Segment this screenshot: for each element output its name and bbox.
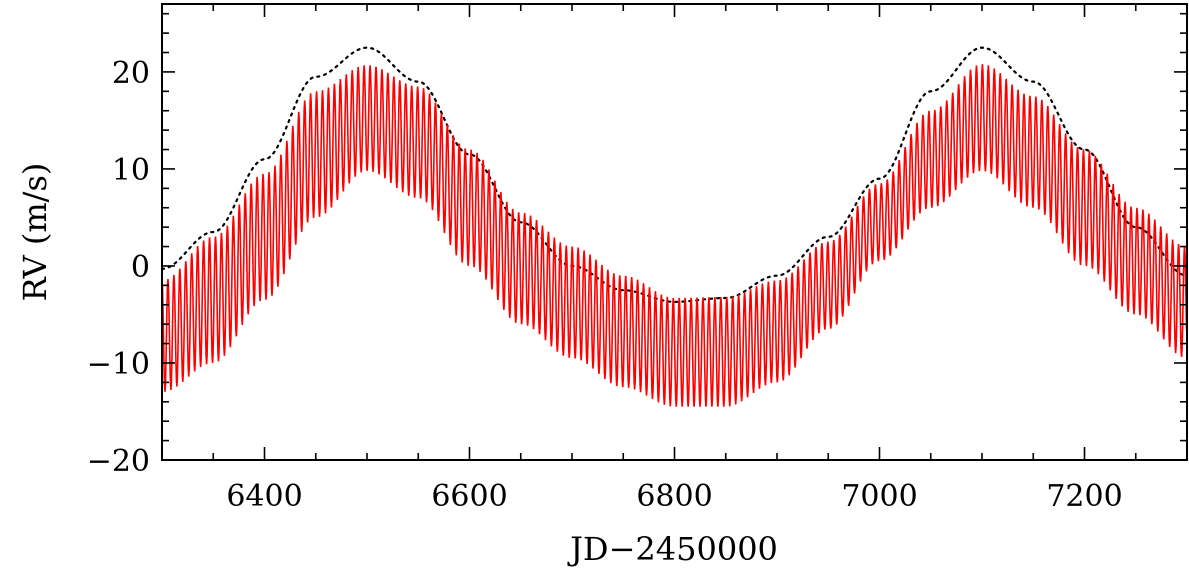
x-tick-label: 6400 bbox=[226, 479, 302, 514]
y-tick-label: −10 bbox=[87, 347, 150, 382]
y-tick-label: 20 bbox=[112, 56, 150, 91]
x-tick-label: 6800 bbox=[636, 479, 712, 514]
y-tick-label: 10 bbox=[112, 153, 150, 188]
tick-labels: 6400 6600 6800 7000 7200 −20 −10 0 10 20 bbox=[87, 56, 1123, 514]
plot-frame bbox=[161, 3, 1188, 461]
x-tick-label: 6600 bbox=[431, 479, 507, 514]
plot-area bbox=[162, 46, 1187, 407]
y-tick-label: −20 bbox=[87, 444, 150, 479]
rv-signal-line bbox=[162, 64, 1187, 407]
x-axis-label: JD−2450000 bbox=[567, 530, 778, 568]
x-tick-label: 7000 bbox=[841, 479, 917, 514]
series-group bbox=[162, 46, 1187, 407]
x-tick-label: 7200 bbox=[1046, 479, 1122, 514]
axis-ticks bbox=[161, 4, 1188, 461]
rv-model-dotted-line bbox=[162, 46, 1187, 303]
y-axis-label: RV (m/s) bbox=[16, 163, 54, 302]
y-tick-label: 0 bbox=[131, 250, 150, 285]
